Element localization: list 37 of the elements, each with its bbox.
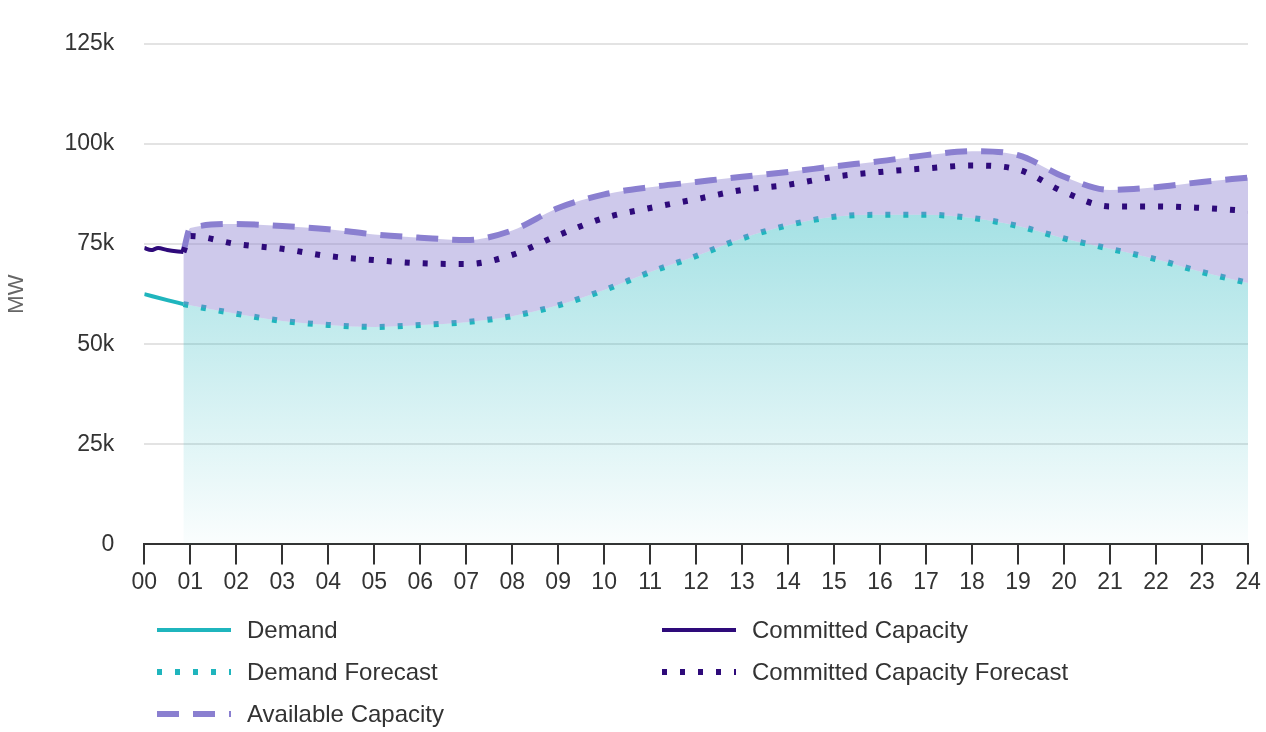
legend-label: Committed Capacity Forecast [752, 658, 1069, 686]
x-tick-label: 09 [545, 567, 571, 594]
x-tick-label: 05 [361, 567, 388, 594]
x-tick-label: 02 [223, 567, 250, 594]
y-tick-label: 25k [77, 429, 115, 456]
y-tick-label: 75k [77, 229, 115, 256]
x-tick-label: 06 [407, 567, 433, 594]
x-tick-label: 13 [729, 567, 755, 594]
legend-label: Committed Capacity [752, 616, 969, 644]
x-tick-label: 17 [913, 567, 939, 594]
legend-label: Available Capacity [247, 700, 445, 728]
x-tick-label: 03 [269, 567, 296, 594]
x-tick-label: 12 [683, 567, 709, 594]
x-tick-label: 21 [1097, 567, 1123, 594]
x-tick-label: 08 [499, 567, 525, 594]
x-tick-label: 10 [591, 567, 617, 594]
legend-label: Demand [247, 616, 338, 644]
x-tick-label: 18 [959, 567, 985, 594]
y-tick-label: 100k [64, 129, 115, 156]
x-tick-label: 20 [1051, 567, 1077, 594]
x-tick-label: 01 [177, 567, 204, 594]
x-tick-label: 14 [775, 567, 802, 594]
x-tick-label: 19 [1005, 567, 1031, 594]
y-tick-label: 0 [101, 529, 115, 556]
x-tick-label: 23 [1189, 567, 1215, 594]
x-tick-label: 00 [131, 567, 158, 594]
y-tick-label: 50k [77, 329, 115, 356]
x-tick-label: 11 [638, 567, 663, 594]
x-tick-label: 24 [1235, 567, 1261, 594]
y-axis-title: MW [3, 274, 29, 314]
legend-label: Demand Forecast [247, 658, 438, 686]
x-tick-label: 16 [867, 567, 893, 594]
x-tick-label: 07 [453, 567, 479, 594]
x-tick-label: 22 [1143, 567, 1169, 594]
x-tick-label: 15 [821, 567, 847, 594]
x-tick-label: 04 [315, 567, 342, 594]
y-tick-label: 125k [64, 29, 115, 56]
